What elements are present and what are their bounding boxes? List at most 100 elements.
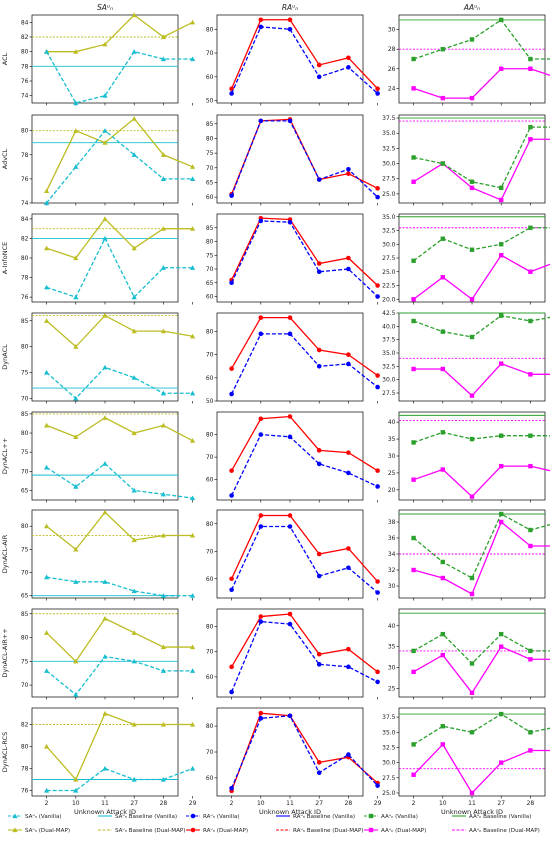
x-tick-label: 28 (345, 800, 353, 807)
series-line-dual (231, 316, 378, 377)
legend-label: AAᵘₙ Baseline (Dual-MAP) (469, 828, 540, 834)
series-line-dual (413, 465, 550, 498)
series-line-vanilla (231, 433, 378, 496)
series-line-dual (413, 254, 550, 301)
row-label-dynacl: DynACL (1, 344, 9, 370)
point-vanilla (102, 93, 108, 98)
series-line-vanilla (46, 462, 193, 499)
point-vanilla (440, 559, 445, 565)
point-dual (375, 468, 380, 473)
point-vanilla (287, 434, 293, 440)
panel-a-infonce-sa: 76 78 80 82 84 (21, 213, 196, 305)
point-dual (440, 275, 445, 280)
y-tick-label: 84 (21, 19, 29, 26)
series-line-dual (231, 613, 378, 673)
y-tick-label: 80 (21, 635, 29, 642)
point-vanilla (469, 436, 475, 442)
panel-frame (31, 14, 179, 104)
series-line-dual (231, 415, 378, 472)
x-tick-label: 27 (315, 800, 323, 807)
point-dual (528, 657, 533, 662)
point-dual (102, 216, 108, 221)
y-tick-label: 25.0 (382, 269, 396, 276)
y-tick-label: 80 (21, 344, 29, 351)
point-dual (258, 315, 264, 320)
panel-frame (31, 312, 179, 402)
panel-frame (31, 411, 179, 501)
point-vanilla (346, 361, 351, 367)
point-dual (287, 513, 293, 518)
point-vanilla (528, 225, 533, 230)
point-vanilla (440, 329, 445, 334)
y-tick-label: 20 (388, 487, 396, 494)
point-vanilla (440, 161, 445, 166)
point-dual (499, 760, 504, 765)
panel-frame (398, 213, 546, 303)
point-vanilla (411, 318, 416, 324)
point-dual (411, 567, 416, 573)
point-vanilla (102, 579, 108, 584)
series-line-dual (46, 617, 193, 663)
y-tick-label: 28 (388, 46, 396, 53)
y-tick-label: 35.0 (382, 729, 396, 736)
column-title-aa: AAᵘₙ (463, 3, 480, 12)
y-tick-label: 85 (21, 611, 29, 618)
point-dual (411, 86, 416, 91)
point-vanilla (411, 155, 416, 160)
point-vanilla (528, 433, 533, 438)
point-dual (528, 66, 533, 71)
point-dual (102, 312, 108, 318)
series-line-vanilla (413, 19, 550, 60)
point-dual (44, 523, 50, 529)
x-tick-label: 2 (412, 800, 416, 807)
point-vanilla (73, 164, 79, 169)
panel-dynacl-rcs-ra: 60 70 80 2 10 11 27 28 29 (206, 707, 382, 807)
point-vanilla (316, 177, 322, 182)
point-vanilla (190, 56, 196, 62)
y-tick-label: 75 (21, 658, 29, 665)
point-vanilla (316, 74, 322, 80)
series-line-vanilla (231, 333, 379, 395)
y-tick-label: 85 (206, 121, 214, 128)
point-vanilla (160, 176, 166, 181)
y-tick-label: 50 (206, 398, 214, 405)
panel-dynacl-air-sa: 65 70 75 80 (21, 509, 196, 601)
y-tick-label: 85 (21, 318, 29, 325)
row-label-acl: ACL (1, 52, 9, 65)
legend-label: SAᵘₙ Baseline (Dual-MAP) (115, 828, 186, 834)
point-vanilla (469, 247, 475, 252)
panel-acl-aa: 24 26 28 30 (388, 14, 550, 106)
point-vanilla (44, 787, 50, 793)
series-line-vanilla (231, 715, 379, 789)
point-dual (131, 328, 137, 334)
point-vanilla (528, 124, 533, 130)
y-tick-label: 40 (388, 419, 396, 426)
series-line-vanilla (46, 655, 193, 696)
row-label-dynacl-rcs: DynACL-RCS (1, 732, 9, 773)
point-dual (499, 519, 504, 525)
point-vanilla (73, 294, 79, 300)
point-vanilla (287, 118, 293, 124)
series-line-vanilla (231, 525, 379, 593)
x-tick-label: 10 (439, 800, 447, 807)
series-line-vanilla (413, 513, 550, 579)
y-tick-label: 70 (206, 165, 214, 172)
point-dual (411, 772, 416, 777)
point-vanilla (346, 470, 351, 476)
point-vanilla (258, 432, 264, 437)
point-vanilla (44, 284, 50, 290)
point-vanilla (131, 49, 137, 54)
point-vanilla (73, 692, 79, 697)
point-vanilla (73, 787, 79, 793)
y-tick-label: 27.5 (382, 390, 396, 397)
point-dual (190, 164, 196, 169)
legend-label: SAᵘₙ Baseline (Vanilla) (115, 814, 177, 820)
legend-entry-3: RAᵘₙ Baseline (Vanilla) (276, 814, 355, 820)
point-vanilla (346, 565, 351, 571)
point-vanilla (528, 527, 533, 533)
y-tick-label: 76 (21, 78, 29, 85)
y-tick-label: 80 (21, 49, 29, 56)
series-line-dual (230, 712, 379, 792)
point-vanilla (44, 49, 50, 54)
